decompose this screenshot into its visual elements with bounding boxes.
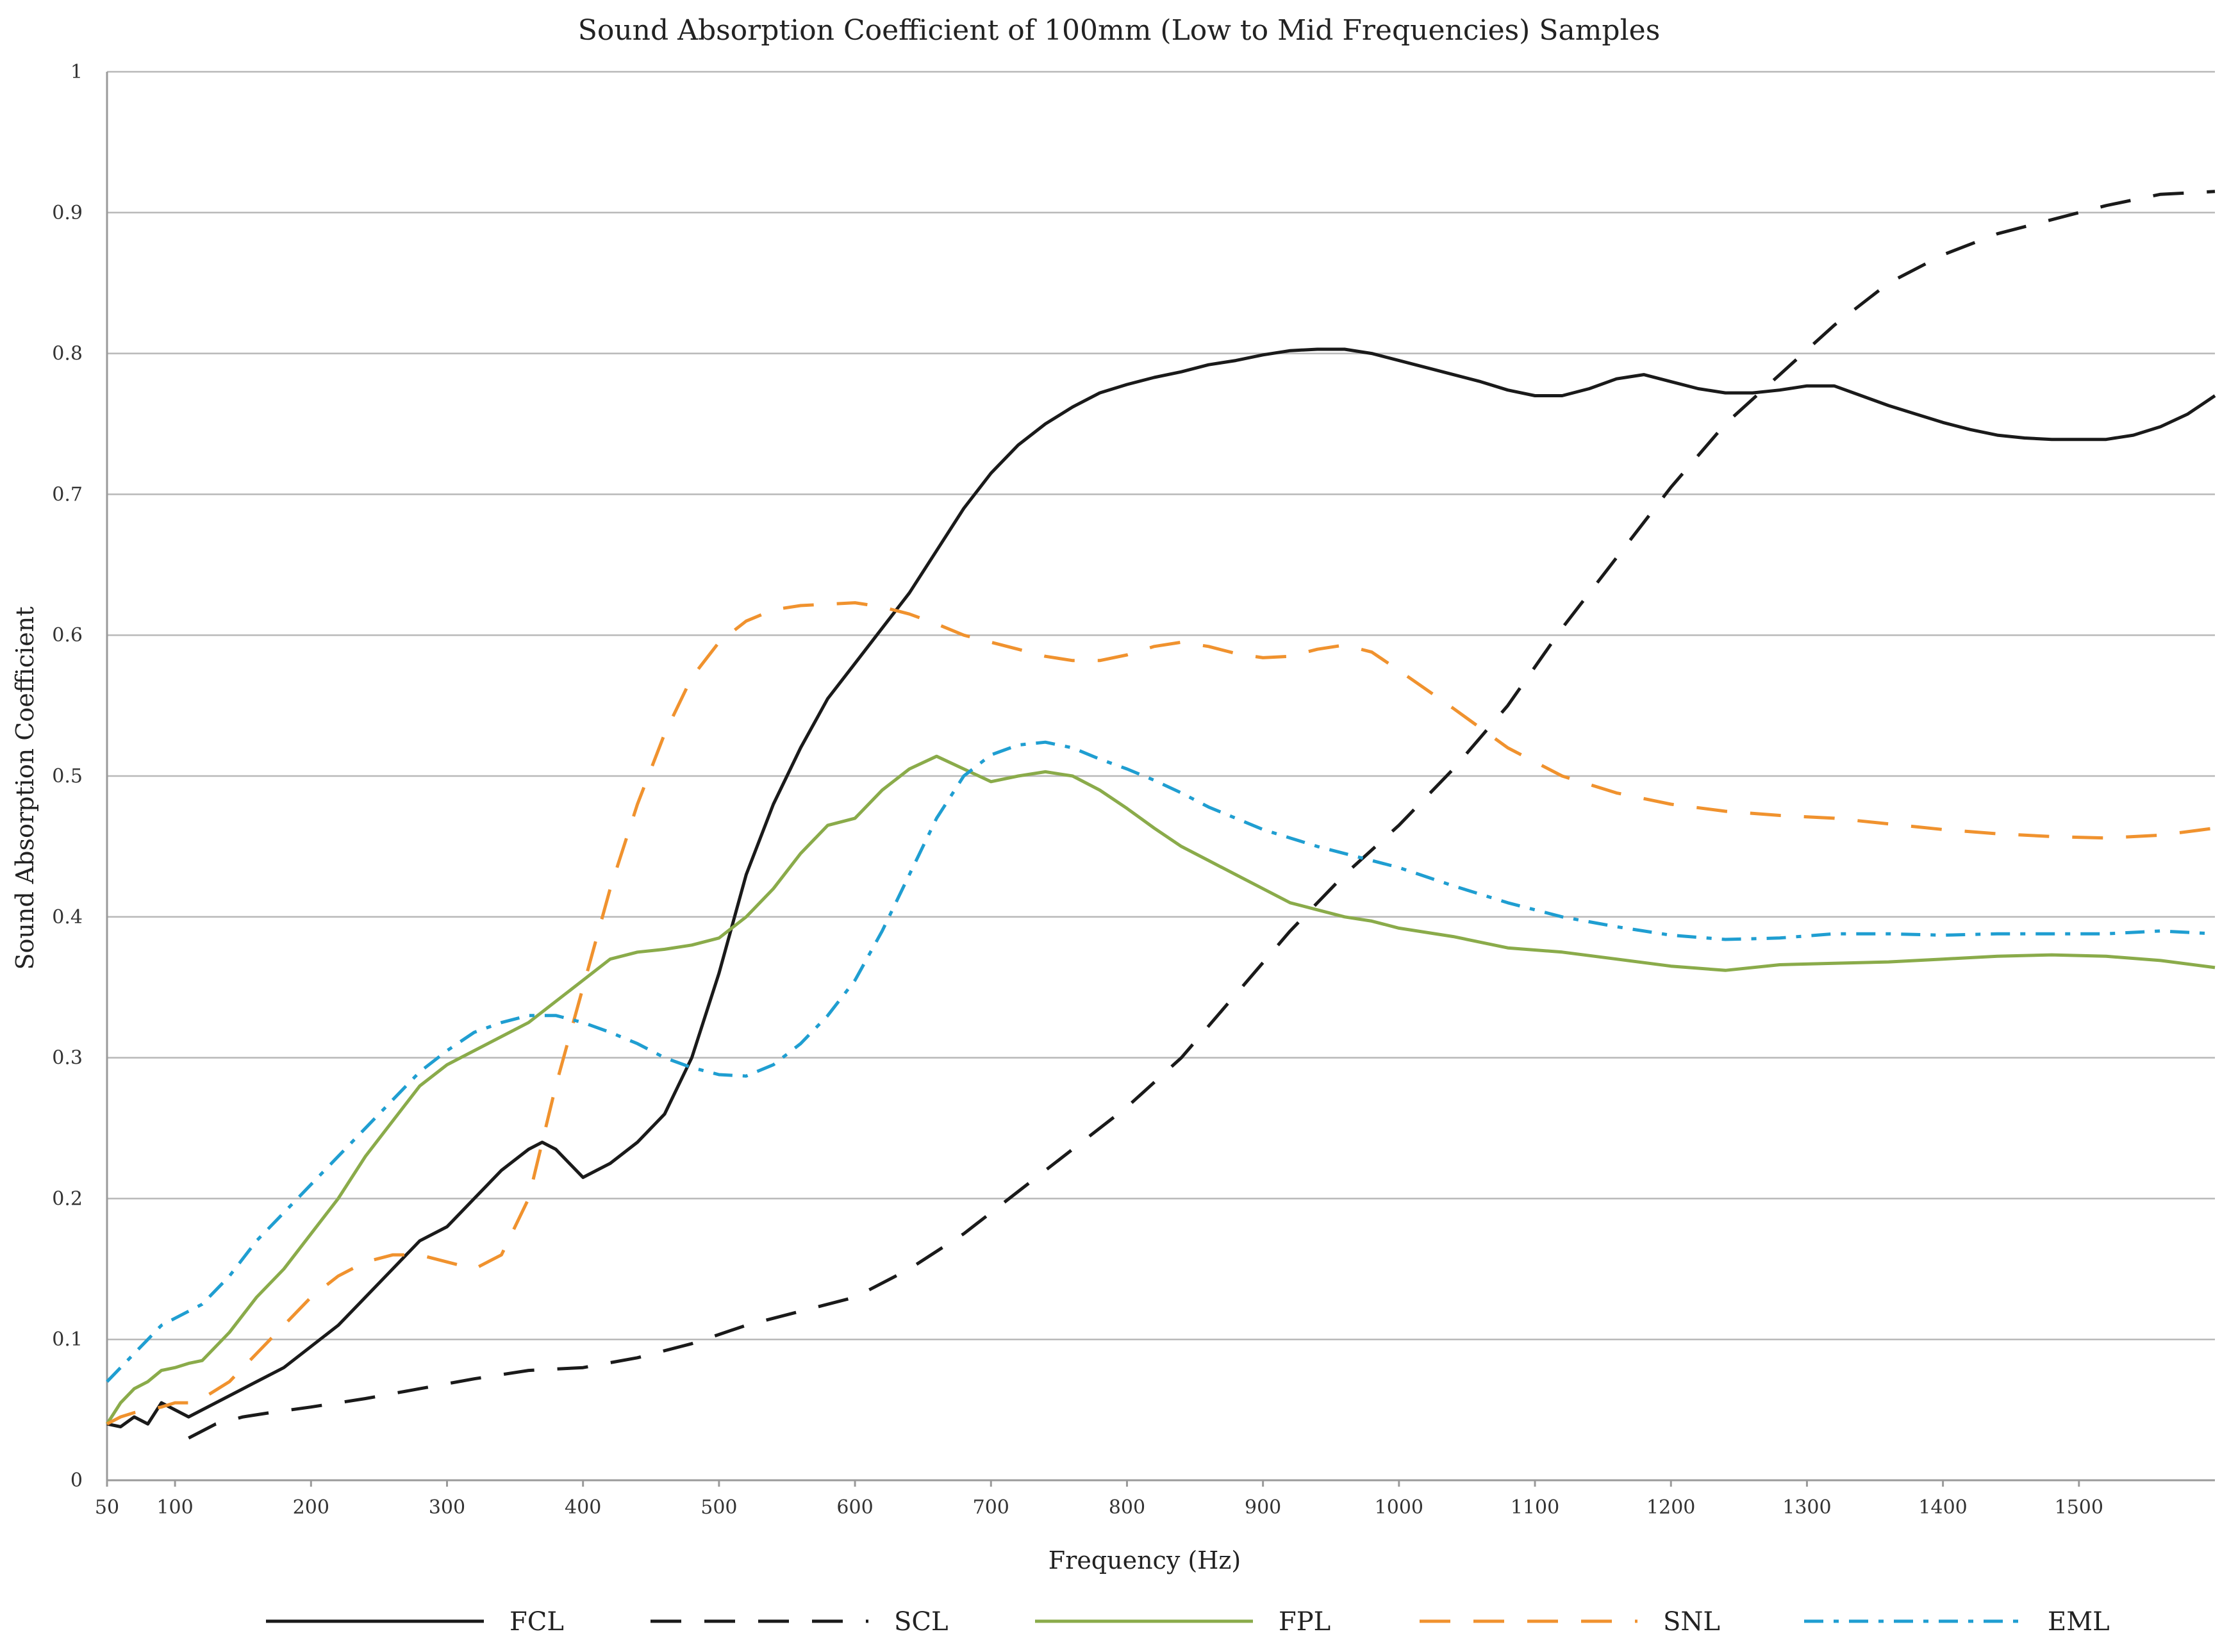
x-tick-label: 400	[565, 1496, 601, 1519]
x-tick-label: 900	[1245, 1496, 1281, 1519]
series-line-scl	[188, 190, 2216, 1440]
legend: FCL SCL FPL SNL EML	[266, 1607, 2110, 1637]
legend-item-fcl: FCL	[266, 1607, 564, 1637]
legend-label: SCL	[894, 1607, 949, 1637]
y-tick-label: 0	[70, 1469, 83, 1492]
y-axis-label: Sound Absorption Coefficient	[11, 606, 39, 970]
x-tick-label: 200	[293, 1496, 329, 1519]
x-tick-label: 800	[1109, 1496, 1145, 1519]
y-tick-label: 1	[70, 61, 83, 83]
y-tick-label: 0.5	[52, 765, 83, 788]
y-tick-label: 0.7	[52, 483, 83, 506]
x-tick-label: 700	[973, 1496, 1009, 1519]
series-layer	[105, 190, 2216, 1440]
x-tick-label: 500	[700, 1496, 737, 1519]
series-line-fcl	[106, 347, 2216, 1428]
legend-label: SNL	[1663, 1607, 1720, 1637]
y-tick-label: 0.2	[52, 1187, 83, 1210]
series-line-fpl	[105, 754, 2216, 1425]
x-tick-label: 1400	[1918, 1496, 1967, 1519]
legend-label: EML	[2048, 1607, 2110, 1637]
legend-item-scl: SCL	[651, 1607, 949, 1637]
x-tick-label: 50	[95, 1496, 119, 1519]
series-line-snl	[106, 601, 2216, 1426]
legend-item-fpl: FPL	[1035, 1607, 1330, 1637]
legend-label: FPL	[1279, 1607, 1330, 1637]
y-tick-label: 0.1	[52, 1328, 83, 1351]
x-tick-label: 100	[156, 1496, 193, 1519]
x-tick-label: 1300	[1782, 1496, 1831, 1519]
x-axis-label: Frequency (Hz)	[1049, 1546, 1241, 1574]
y-tick-label: 0.8	[52, 343, 83, 365]
legend-label: FCL	[510, 1607, 564, 1637]
y-tick-label: 0.9	[52, 202, 83, 224]
grid-layer	[107, 70, 2215, 1341]
x-tick-label: 600	[836, 1496, 873, 1519]
x-tick-label: 1000	[1375, 1496, 1423, 1519]
y-tick-label: 0.4	[52, 906, 83, 929]
axis-layer	[106, 72, 2215, 1487]
y-tick-label: 0.6	[52, 624, 83, 647]
y-tick-label: 0.3	[52, 1047, 83, 1070]
x-tick-label: 1100	[1511, 1496, 1559, 1519]
legend-item-eml: EML	[1804, 1607, 2110, 1637]
chart-title: Sound Absorption Coefficient of 100mm (L…	[578, 14, 1661, 47]
x-tick-label: 1500	[2055, 1496, 2103, 1519]
x-tick-labels: 50 100 200 300 400 500 600 700 800 900 1000 1100 120…	[95, 1496, 2103, 1519]
series-line-eml	[106, 740, 2216, 1383]
legend-item-snl: SNL	[1420, 1607, 1720, 1637]
y-tick-labels: 0 0.1 0.2 0.3 0.4 0.5 0.6 0.7 0.8 0.9 1	[52, 61, 83, 1492]
x-tick-label: 1200	[1646, 1496, 1695, 1519]
x-tick-label: 300	[429, 1496, 465, 1519]
